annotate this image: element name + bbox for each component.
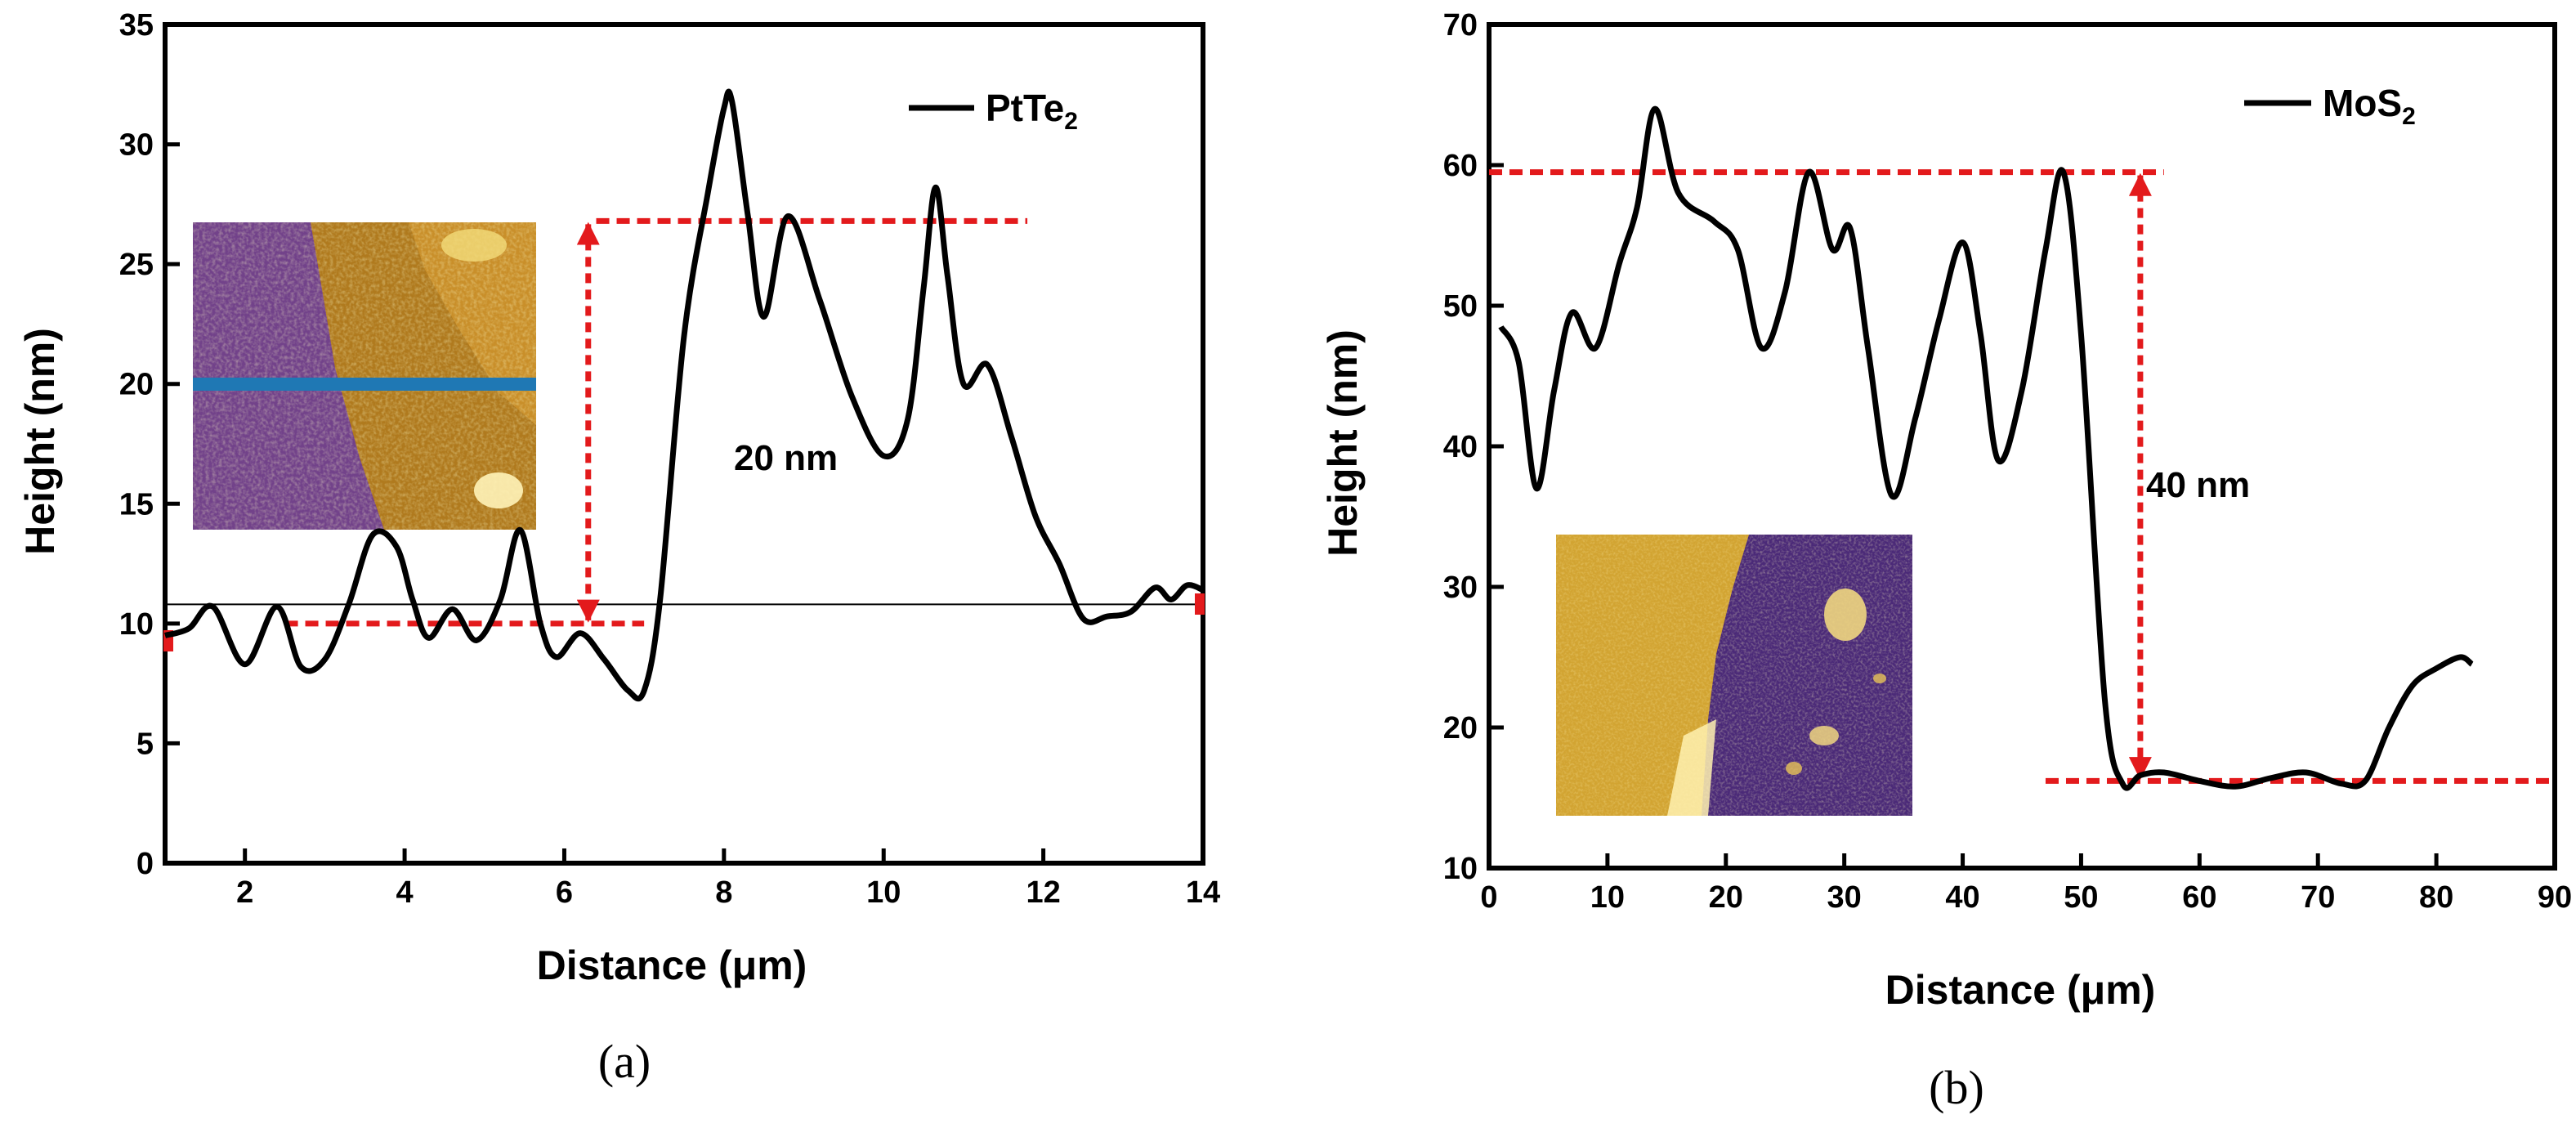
- legend-a: PtTe2: [909, 87, 1078, 135]
- x-tick-label-b: 0: [1480, 880, 1497, 915]
- edge-marker-right: [1195, 593, 1205, 615]
- y-tick-label-a: 35: [119, 8, 154, 43]
- step-height-label-b: 40 nm: [2146, 465, 2250, 505]
- y-tick-label-a: 5: [136, 727, 154, 761]
- y-tick-label-a: 25: [119, 248, 154, 282]
- legend-label-a: PtTe2: [986, 87, 1078, 135]
- afm-inset-image-a: [193, 222, 536, 530]
- y-axis-label-a: Height (nm): [17, 328, 63, 555]
- step-height-label-a: 20 nm: [734, 438, 838, 478]
- x-tick-label-b: 20: [1709, 880, 1743, 915]
- panel-label-b: (b): [1929, 1061, 1984, 1114]
- legend-label-b: MoS2: [2323, 82, 2416, 130]
- x-tick-label-b: 60: [2182, 880, 2216, 915]
- x-tick-label-a: 2: [236, 875, 253, 910]
- y-tick-label-b: 40: [1443, 430, 1478, 464]
- panel-label-a: (a): [598, 1035, 651, 1088]
- y-tick-label-b: 60: [1443, 149, 1478, 183]
- x-tick-label-b: 90: [2538, 880, 2572, 915]
- y-axis-label-b: Height (nm): [1320, 329, 1366, 557]
- legend-b: MoS2: [2244, 82, 2416, 130]
- x-tick-label-a: 4: [396, 875, 414, 910]
- x-tick-label-a: 6: [556, 875, 573, 910]
- mos2-profile-line: [1498, 105, 2474, 791]
- y-tick-label-b: 20: [1443, 711, 1478, 745]
- x-tick-label-b: 70: [2301, 880, 2335, 915]
- x-tick-label-b: 30: [1827, 880, 1862, 915]
- x-tick-label-b: 50: [2064, 880, 2098, 915]
- y-tick-label-b: 50: [1443, 289, 1478, 324]
- x-axis-label-b: Distance (μm): [1885, 967, 2156, 1013]
- y-tick-label-a: 30: [119, 128, 154, 163]
- x-axis-label-a: Distance (μm): [537, 942, 807, 988]
- y-tick-label-b: 30: [1443, 571, 1478, 605]
- chart-panel-a: 2 4 6 8 10 12 14 0 5 10 15 20 25 30 35 20 nm PtTe2 Dis…: [17, 8, 1220, 1088]
- afm-inset-image-b: [1556, 535, 1912, 816]
- scan-line: [193, 378, 536, 391]
- x-tick-label-a: 12: [1026, 875, 1060, 910]
- axis-ticks-a: 2 4 6 8 10 12 14 0 5 10 15 20 25 30 35: [119, 8, 1220, 910]
- y-tick-label-a: 10: [119, 607, 154, 642]
- x-tick-label-b: 80: [2419, 880, 2453, 915]
- ptte2-profile-line: [163, 88, 1205, 702]
- plot-frame-a: [163, 22, 1205, 866]
- x-tick-label-a: 10: [866, 875, 901, 910]
- y-tick-label-a: 15: [119, 487, 154, 521]
- x-tick-label-a: 8: [715, 875, 732, 910]
- y-tick-label-b: 10: [1443, 852, 1478, 886]
- y-tick-label-b: 70: [1443, 8, 1478, 43]
- x-tick-label-b: 10: [1590, 880, 1625, 915]
- x-tick-label-a: 14: [1186, 875, 1220, 910]
- y-tick-label-a: 0: [136, 847, 154, 881]
- x-tick-label-b: 40: [1945, 880, 1979, 915]
- y-tick-label-a: 20: [119, 368, 154, 402]
